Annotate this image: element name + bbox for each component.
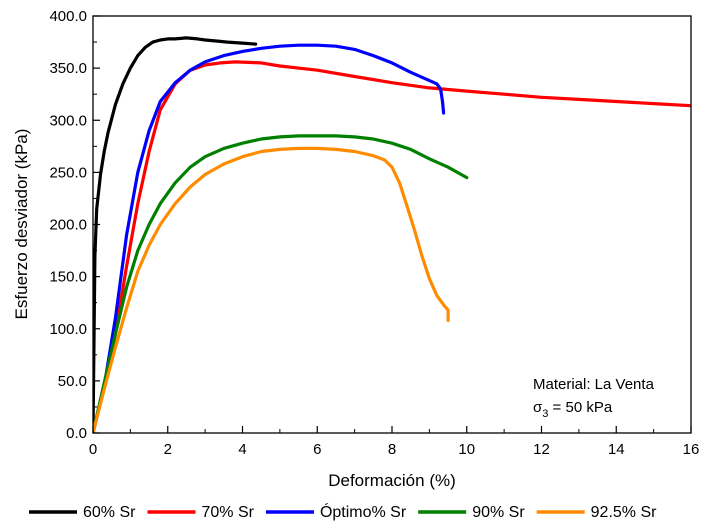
x-axis-title: Deformación (%) — [328, 471, 456, 490]
x-tick-label: 16 — [683, 441, 700, 458]
series-line-0 — [93, 36, 258, 433]
y-tick-label: 100.0 — [49, 321, 87, 338]
legend-label: 92.5% Sr — [591, 504, 657, 521]
x-tick-label: 10 — [458, 441, 475, 458]
annotation-pressure-value: = 50 kPa — [548, 399, 612, 416]
sigma-symbol: σ — [533, 399, 543, 416]
legend-item-4: 92.5% Sr — [536, 504, 657, 521]
y-tick-label: 400.0 — [49, 8, 87, 25]
x-tick-label: 8 — [388, 441, 396, 458]
legend-label: Óptimo% Sr — [320, 502, 407, 521]
x-tick-label: 4 — [238, 441, 246, 458]
legend-item-2: Óptimo% Sr — [265, 502, 407, 521]
annotation-box: Material: La Venta σ3 = 50 kPa — [533, 376, 655, 420]
x-tick-label: 14 — [608, 441, 625, 458]
x-tick-label: 6 — [313, 441, 321, 458]
axes: 0 2 4 6 8 10 12 14 16 0.0 50.0 100.0 150.0 200.0 250.0… — [49, 8, 699, 458]
x-tick-label: 0 — [89, 441, 97, 458]
series-line-1 — [93, 60, 691, 433]
annotation-material: Material: La Venta — [533, 376, 655, 393]
y-tick-label: 50.0 — [58, 373, 87, 390]
legend-item-1: 70% Sr — [147, 504, 255, 521]
x-tick-label: 2 — [164, 441, 172, 458]
y-tick-label: 0.0 — [66, 425, 87, 442]
y-tick-label: 350.0 — [49, 60, 87, 77]
series-lines — [93, 36, 691, 433]
series-line-2 — [93, 43, 446, 433]
y-tick-label: 200.0 — [49, 217, 87, 234]
legend-item-0: 60% Sr — [29, 504, 136, 521]
series-line-4 — [93, 146, 450, 433]
sigma-subscript: 3 — [542, 408, 548, 420]
series-line-3 — [93, 134, 469, 433]
y-tick-label: 250.0 — [49, 164, 87, 181]
legend: 60% Sr 70% Sr Óptimo% Sr 90% Sr 92.5% Sr — [29, 502, 657, 521]
y-tick-label: 150.0 — [49, 269, 87, 286]
y-axis-title: Esfuerzo desviador (kPa) — [12, 129, 31, 320]
legend-label: 70% Sr — [201, 504, 254, 521]
annotation-confining-pressure: σ3 = 50 kPa — [533, 399, 613, 420]
legend-label: 90% Sr — [472, 504, 525, 521]
legend-item-3: 90% Sr — [418, 504, 525, 521]
x-tick-label: 12 — [533, 441, 550, 458]
legend-label: 60% Sr — [83, 504, 136, 521]
y-tick-label: 300.0 — [49, 112, 87, 129]
